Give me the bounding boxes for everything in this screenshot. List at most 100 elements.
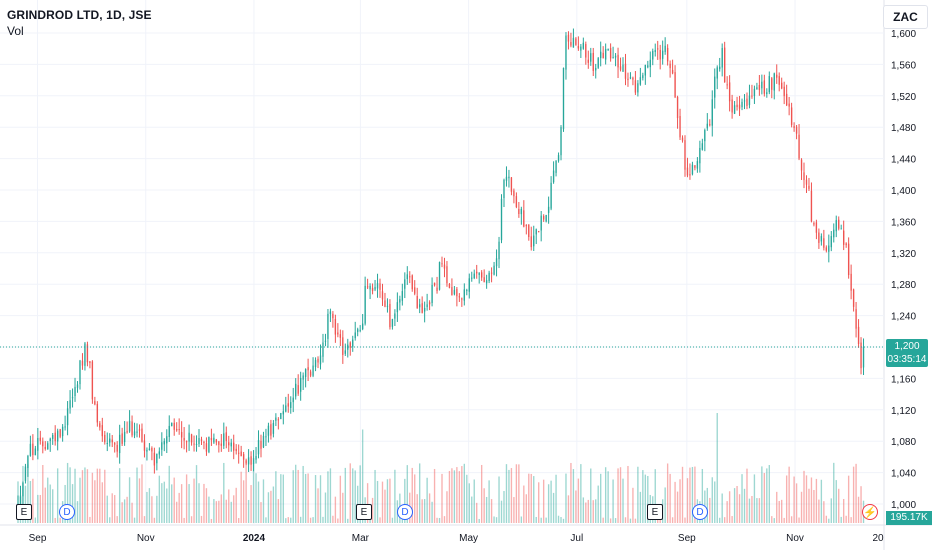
volume-bar (295, 464, 297, 523)
candle-body (438, 262, 441, 290)
candle-body (694, 165, 696, 168)
volume-bar (510, 468, 513, 523)
volume-bar (71, 484, 74, 523)
volume-bar (411, 467, 413, 523)
volume-bar (847, 475, 850, 523)
candle-body (374, 286, 376, 290)
volume-bar (205, 488, 208, 523)
volume-bar (307, 473, 309, 523)
volume-bar (547, 484, 550, 523)
candle-body (855, 309, 857, 329)
candle-body (302, 375, 304, 380)
volume-bar (855, 463, 857, 523)
candle-body (109, 438, 111, 443)
candle-body (483, 277, 485, 283)
candle-body (525, 225, 527, 227)
volume-bar (146, 491, 148, 523)
volume-bar (47, 477, 49, 523)
volume-bar (265, 517, 267, 523)
volume-bar (69, 467, 71, 523)
volume-bar (731, 516, 733, 523)
candle-body (61, 426, 64, 437)
candle-body (852, 289, 855, 307)
candle-body (312, 365, 314, 376)
symbol-title[interactable]: GRINDROD LTD, 1D, JSE (7, 8, 152, 22)
candle-body (272, 423, 275, 434)
dividend-marker[interactable]: D (397, 504, 413, 520)
candle-body (364, 285, 366, 324)
candle-body (334, 318, 337, 335)
candle-body (634, 80, 637, 93)
volume-bar (743, 488, 746, 523)
y-tick-label: 1,480 (891, 123, 916, 134)
dividend-marker[interactable]: D (692, 504, 708, 520)
candle-body (704, 130, 706, 142)
volume-bar (580, 464, 582, 523)
candle-body (691, 164, 694, 175)
volume-bar (173, 477, 175, 523)
candle-body (133, 431, 136, 436)
volume-bar (233, 495, 235, 523)
volume-bar (736, 485, 738, 523)
earnings-marker[interactable]: E (356, 504, 372, 520)
y-tick-label: 1,440 (891, 155, 916, 166)
volume-bar (245, 464, 247, 523)
volume-bar (347, 518, 349, 523)
volume-bar (183, 517, 185, 523)
volume-bar (223, 462, 225, 523)
candle-body (815, 222, 818, 233)
volume-bar (684, 517, 686, 523)
candle-body (379, 283, 381, 290)
volume-bar (505, 464, 508, 523)
volume-bar (203, 483, 205, 523)
lightning-icon[interactable]: ⚡ (862, 504, 878, 520)
candle-body (456, 288, 458, 297)
volume-bar (733, 488, 736, 523)
earnings-marker[interactable]: E (647, 504, 663, 520)
volume-bar (44, 487, 46, 523)
candle-body (545, 214, 547, 222)
candle-body (235, 448, 237, 452)
candle-body (513, 190, 515, 197)
volume-bar (32, 478, 34, 523)
volume-bar (153, 517, 156, 523)
x-tick-label: 20 (872, 533, 884, 544)
candle-body (860, 342, 862, 369)
volume-bar (771, 516, 773, 523)
volume-bar (376, 480, 379, 523)
candle-body (696, 161, 699, 169)
candle-body (669, 63, 671, 69)
candle-body (245, 460, 247, 464)
volume-bar (805, 475, 808, 523)
candle-body (116, 444, 118, 452)
volume-bar (228, 489, 230, 523)
candle-body (37, 438, 39, 451)
volume-bar (468, 483, 470, 523)
volume-bar (225, 499, 227, 523)
volume-bar (458, 471, 461, 523)
candle-body (178, 429, 180, 431)
currency-button[interactable]: ZAC (883, 5, 928, 29)
candle-body (399, 299, 401, 303)
candle-body (361, 323, 364, 330)
y-tick-label: 1,560 (891, 60, 916, 71)
candle-body (237, 452, 240, 454)
dividend-marker[interactable]: D (59, 504, 75, 520)
candle-body (515, 196, 518, 208)
x-tick-label: Mar (352, 533, 370, 544)
candle-body (597, 58, 599, 68)
volume-bar (352, 468, 354, 523)
candle-body (153, 452, 156, 466)
candle-body (461, 298, 463, 300)
candle-body (411, 275, 413, 290)
earnings-marker[interactable]: E (16, 504, 32, 520)
candle-body (282, 411, 284, 415)
candle-body (337, 332, 339, 335)
volume-bar (793, 476, 795, 523)
candle-body (332, 313, 334, 319)
candle-body (862, 347, 865, 368)
candle-body (200, 439, 203, 441)
candle-body (741, 101, 743, 108)
volume-label[interactable]: Vol (7, 24, 24, 38)
